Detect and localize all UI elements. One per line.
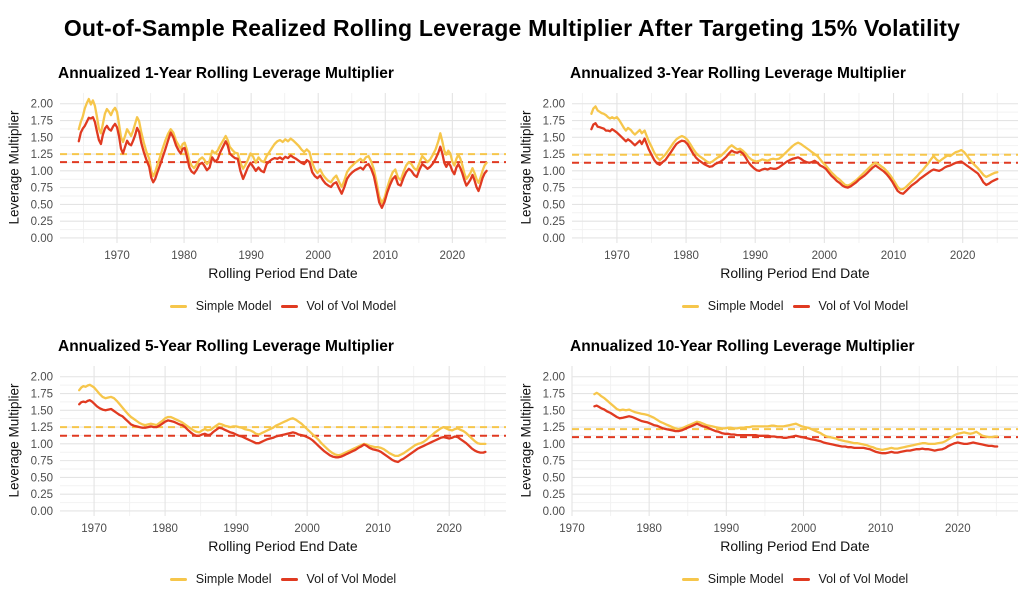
svg-text:1990: 1990 xyxy=(238,250,264,262)
svg-text:0.75: 0.75 xyxy=(31,456,53,468)
svg-text:2000: 2000 xyxy=(812,250,838,262)
svg-text:1.50: 1.50 xyxy=(543,132,565,144)
plot-area-1-year: 0.00 0.25 0.50 0.75 1.00 1.25 1.50 1.75 2.00 1970… xyxy=(31,93,506,262)
svg-text:1.00: 1.00 xyxy=(31,439,53,451)
plot-area-10-year: 0.00 0.25 0.50 0.75 1.00 1.25 1.50 1.75 2.00 1970… xyxy=(543,366,1018,535)
svg-text:1990: 1990 xyxy=(223,523,249,535)
svg-text:0.75: 0.75 xyxy=(31,183,53,195)
plot-area-3-year: 0.00 0.25 0.50 0.75 1.00 1.25 1.50 1.75 2.00 1970… xyxy=(543,93,1018,262)
svg-text:0.50: 0.50 xyxy=(543,199,565,211)
legend-label-simple-model: Simple Model xyxy=(707,299,784,313)
svg-text:1.75: 1.75 xyxy=(543,389,565,401)
chart-title-10-year: Annualized 10-Year Rolling Leverage Mult… xyxy=(570,338,915,355)
legend-swatch-vol-of-vol-model-icon xyxy=(792,577,810,581)
svg-text:2010: 2010 xyxy=(365,523,391,535)
svg-text:2020: 2020 xyxy=(440,250,466,262)
svg-text:1.25: 1.25 xyxy=(543,149,565,161)
chart-panel-3-year: Annualized 3-Year Rolling Leverage Multi… xyxy=(512,57,1024,330)
svg-text:1.75: 1.75 xyxy=(31,389,53,401)
svg-text:1.25: 1.25 xyxy=(31,149,53,161)
svg-text:0.50: 0.50 xyxy=(31,472,53,484)
svg-text:2010: 2010 xyxy=(868,523,894,535)
legend-label-simple-model: Simple Model xyxy=(707,572,784,586)
svg-text:1980: 1980 xyxy=(171,250,197,262)
svg-text:1.75: 1.75 xyxy=(31,116,53,128)
svg-text:1990: 1990 xyxy=(714,523,740,535)
svg-text:0.00: 0.00 xyxy=(543,506,565,518)
svg-text:1.25: 1.25 xyxy=(543,422,565,434)
x-axis-title: Rolling Period End Date xyxy=(208,538,358,554)
chart-panel-1-year: Annualized 1-Year Rolling Leverage Multi… xyxy=(0,57,512,330)
legend: Simple Model Vol of Vol Model xyxy=(60,572,506,586)
legend-swatch-vol-of-vol-model-icon xyxy=(280,577,298,581)
chart-title-5-year: Annualized 5-Year Rolling Leverage Multi… xyxy=(58,338,394,355)
legend-swatch-vol-of-vol-model-icon xyxy=(280,304,298,308)
svg-text:1980: 1980 xyxy=(636,523,662,535)
x-axis-title: Rolling Period End Date xyxy=(720,265,870,281)
svg-text:0.75: 0.75 xyxy=(543,456,565,468)
svg-text:2.00: 2.00 xyxy=(543,99,565,111)
legend-label-vol-of-vol-model: Vol of Vol Model xyxy=(306,572,397,586)
legend-label-vol-of-vol-model: Vol of Vol Model xyxy=(818,299,909,313)
svg-text:1.00: 1.00 xyxy=(543,439,565,451)
svg-text:0.50: 0.50 xyxy=(31,199,53,211)
chart-panel-10-year: Annualized 10-Year Rolling Leverage Mult… xyxy=(512,330,1024,603)
svg-text:2000: 2000 xyxy=(294,523,320,535)
svg-text:1980: 1980 xyxy=(673,250,699,262)
svg-text:2010: 2010 xyxy=(372,250,398,262)
svg-text:0.00: 0.00 xyxy=(31,506,53,518)
x-axis-title: Rolling Period End Date xyxy=(208,265,358,281)
svg-text:1990: 1990 xyxy=(742,250,768,262)
svg-text:2010: 2010 xyxy=(881,250,907,262)
svg-text:2020: 2020 xyxy=(950,250,976,262)
svg-text:2.00: 2.00 xyxy=(543,372,565,384)
legend: Simple Model Vol of Vol Model xyxy=(572,572,1018,586)
svg-text:1.50: 1.50 xyxy=(543,405,565,417)
svg-text:1970: 1970 xyxy=(81,523,107,535)
svg-text:0.00: 0.00 xyxy=(31,233,53,245)
chart-title-3-year: Annualized 3-Year Rolling Leverage Multi… xyxy=(570,65,906,82)
legend-label-simple-model: Simple Model xyxy=(195,572,272,586)
plot-area-5-year: 0.00 0.25 0.50 0.75 1.00 1.25 1.50 1.75 2.00 1970… xyxy=(31,366,506,535)
svg-text:1.75: 1.75 xyxy=(543,116,565,128)
page-header: Out-of-Sample Realized Rolling Leverage … xyxy=(0,0,1024,57)
legend-swatch-simple-model-icon xyxy=(681,304,699,308)
svg-text:0.00: 0.00 xyxy=(543,233,565,245)
svg-text:1970: 1970 xyxy=(559,523,585,535)
legend-swatch-simple-model-icon xyxy=(169,577,187,581)
svg-text:1980: 1980 xyxy=(152,523,178,535)
svg-text:1.25: 1.25 xyxy=(31,422,53,434)
svg-text:0.25: 0.25 xyxy=(31,489,53,501)
legend-label-vol-of-vol-model: Vol of Vol Model xyxy=(818,572,909,586)
svg-text:0.50: 0.50 xyxy=(543,472,565,484)
legend-swatch-simple-model-icon xyxy=(169,304,187,308)
svg-text:2000: 2000 xyxy=(791,523,817,535)
svg-text:2020: 2020 xyxy=(945,523,971,535)
svg-text:1970: 1970 xyxy=(104,250,130,262)
svg-text:2020: 2020 xyxy=(436,523,462,535)
legend: Simple Model Vol of Vol Model xyxy=(572,299,1018,313)
svg-text:1970: 1970 xyxy=(604,250,630,262)
page-title: Out-of-Sample Realized Rolling Leverage … xyxy=(63,15,961,41)
chart-title-1-year: Annualized 1-Year Rolling Leverage Multi… xyxy=(58,65,394,82)
chart-grid: Annualized 1-Year Rolling Leverage Multi… xyxy=(0,57,1024,603)
svg-text:1.00: 1.00 xyxy=(543,166,565,178)
svg-text:1.00: 1.00 xyxy=(31,166,53,178)
legend-label-vol-of-vol-model: Vol of Vol Model xyxy=(306,299,397,313)
svg-text:0.25: 0.25 xyxy=(543,216,565,228)
chart-panel-5-year: Annualized 5-Year Rolling Leverage Multi… xyxy=(0,330,512,603)
legend: Simple Model Vol of Vol Model xyxy=(60,299,506,313)
svg-text:1.50: 1.50 xyxy=(31,132,53,144)
svg-text:2.00: 2.00 xyxy=(31,372,53,384)
legend-swatch-simple-model-icon xyxy=(681,577,699,581)
svg-text:2.00: 2.00 xyxy=(31,99,53,111)
legend-label-simple-model: Simple Model xyxy=(195,299,272,313)
svg-text:0.25: 0.25 xyxy=(543,489,565,501)
svg-text:0.75: 0.75 xyxy=(543,183,565,195)
legend-swatch-vol-of-vol-model-icon xyxy=(792,304,810,308)
svg-text:2000: 2000 xyxy=(305,250,331,262)
x-axis-title: Rolling Period End Date xyxy=(720,538,870,554)
svg-text:1.50: 1.50 xyxy=(31,405,53,417)
svg-text:0.25: 0.25 xyxy=(31,216,53,228)
